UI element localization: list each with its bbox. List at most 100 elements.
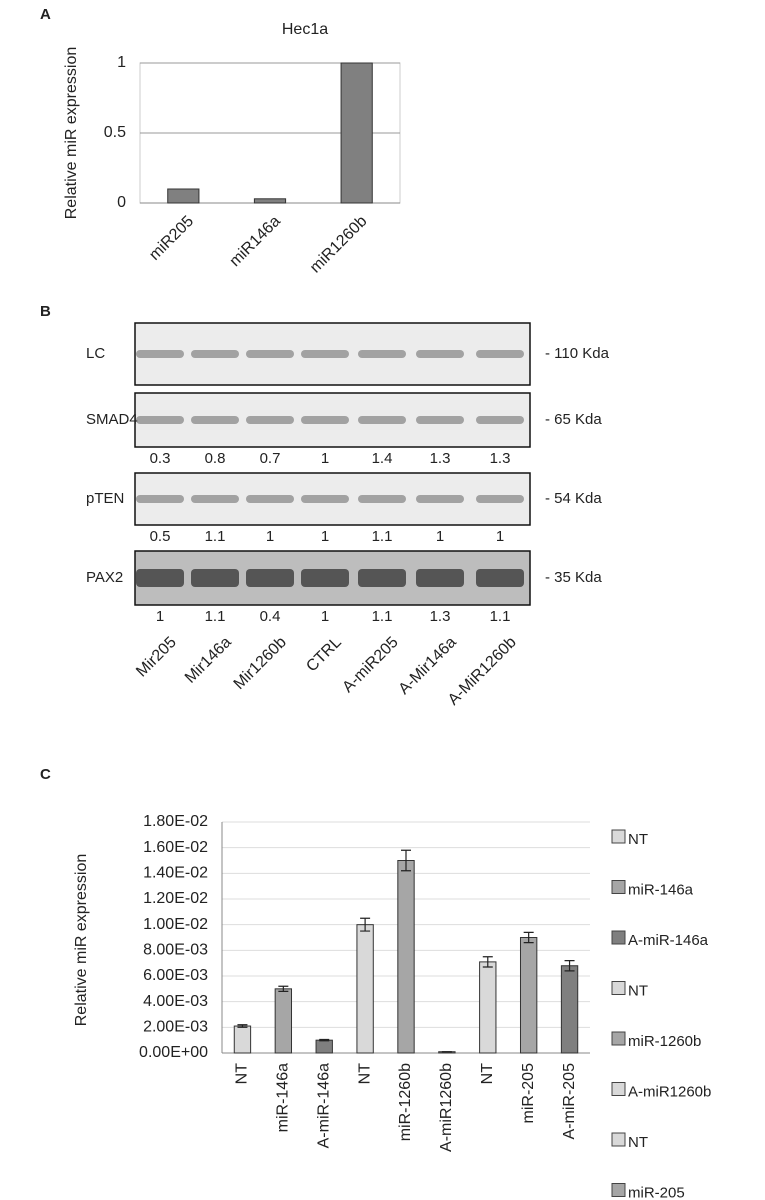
y-tick-label: 4.00E-03	[143, 993, 208, 1010]
blot-band	[358, 350, 406, 358]
blot-band	[246, 569, 294, 587]
quantification: 1	[266, 528, 274, 545]
blot-band	[246, 495, 294, 503]
y-tick-label: 6.00E-03	[143, 967, 208, 984]
bar	[560, 965, 579, 1054]
x-tick-label: miR-146a	[275, 1063, 292, 1132]
error-bar	[564, 960, 575, 972]
lane-label: A-Mir146a	[396, 634, 460, 698]
blot-band	[191, 495, 239, 503]
legend-label: NT	[628, 982, 648, 999]
x-tick-label: miR146a	[227, 213, 284, 270]
row-label: PAX2	[86, 569, 123, 586]
quantification: 1.1	[372, 608, 393, 625]
x-tick-label: A-miR-146a	[315, 1063, 332, 1148]
lane-label: CTRL	[303, 634, 345, 676]
quantification: 0.7	[260, 450, 281, 467]
x-tick-label: miR-1260b	[397, 1063, 414, 1141]
blot-band	[136, 569, 184, 587]
blot-band	[301, 495, 349, 503]
x-tick-label: miR1260b	[307, 213, 371, 277]
y-tick-label: 8.00E-03	[143, 942, 208, 959]
lane-label: Mir1260b	[231, 634, 290, 693]
bar	[167, 188, 200, 204]
bar	[233, 1025, 252, 1054]
error-bar	[401, 849, 411, 872]
legend-swatch	[611, 930, 626, 945]
blot-band	[476, 569, 524, 587]
quantification: 1	[321, 608, 329, 625]
blot-band	[358, 495, 406, 503]
quantification: 1	[436, 528, 444, 545]
size-label: - 35 Kda	[545, 569, 602, 586]
legend-label: miR-146a	[628, 881, 694, 898]
legend-label: miR-1260b	[628, 1033, 701, 1050]
row-label: LC	[86, 345, 105, 362]
quantification: 1.3	[430, 450, 451, 467]
y-tick-label: 2.00E-03	[143, 1019, 208, 1036]
x-tick-label: NT	[356, 1063, 373, 1085]
lane-label: Mir146a	[182, 634, 235, 687]
quantification: 1.4	[372, 450, 393, 467]
quantification: 1	[156, 608, 164, 625]
bar	[519, 937, 538, 1054]
quantification: 1.1	[205, 528, 226, 545]
blot-band	[416, 569, 464, 587]
quantification: 0.3	[150, 450, 171, 467]
blot-band	[358, 416, 406, 424]
quantification: 1	[321, 450, 329, 467]
size-label: - 54 Kda	[545, 490, 602, 507]
legend-swatch	[611, 1183, 626, 1197]
quantification: 0.4	[260, 608, 281, 625]
quantification: 1.3	[490, 450, 511, 467]
blot-band	[301, 569, 349, 587]
bar	[356, 924, 374, 1054]
y-tick-label: 1.60E-02	[143, 839, 208, 856]
y-axis-label: Relative miR expression	[63, 47, 80, 220]
y-tick-label: 0.5	[104, 124, 126, 141]
blot-band	[416, 416, 464, 424]
bar	[315, 1039, 333, 1054]
blot-band	[358, 569, 406, 587]
blot-band	[136, 350, 184, 358]
blot-band	[416, 495, 464, 503]
legend-swatch	[611, 880, 626, 894]
legend-label: A-miR1260b	[628, 1083, 711, 1100]
quantification: 1.1	[372, 528, 393, 545]
blot-band	[246, 416, 294, 424]
y-tick-label: 1.40E-02	[143, 865, 208, 882]
x-tick-label: miR-205	[520, 1063, 537, 1124]
y-axis-label: Relative miR expression	[73, 854, 90, 1027]
quantification: 1	[321, 528, 329, 545]
quantification: 1	[496, 528, 504, 545]
error-bar	[360, 917, 371, 932]
lane-label: Mir205	[133, 634, 180, 681]
x-tick-label: A-miR1260b	[438, 1063, 455, 1152]
error-bar	[319, 1038, 330, 1042]
legend-label: miR-205	[628, 1184, 685, 1200]
legend-label: NT	[628, 831, 648, 848]
row-label: pTEN	[86, 490, 124, 507]
bar	[479, 961, 497, 1054]
blot-band	[191, 569, 239, 587]
quantification: 0.5	[150, 528, 171, 545]
legend-swatch	[611, 981, 626, 995]
x-tick-label: NT	[479, 1063, 496, 1085]
row-label: SMAD4	[86, 411, 138, 428]
legend-label: NT	[628, 1134, 648, 1151]
size-label: - 110 Kda	[545, 345, 610, 362]
error-bar	[237, 1024, 248, 1028]
quantification: 1.1	[490, 608, 511, 625]
bar	[253, 198, 287, 204]
panel-label: B	[40, 303, 51, 320]
blot-band	[191, 350, 239, 358]
error-bar	[523, 931, 534, 944]
legend-swatch	[611, 1031, 626, 1046]
legend-swatch	[611, 1132, 626, 1147]
blot-band	[246, 350, 294, 358]
legend-swatch	[611, 829, 626, 844]
blot-band	[476, 416, 524, 424]
lane-label: A-miR205	[339, 634, 401, 696]
